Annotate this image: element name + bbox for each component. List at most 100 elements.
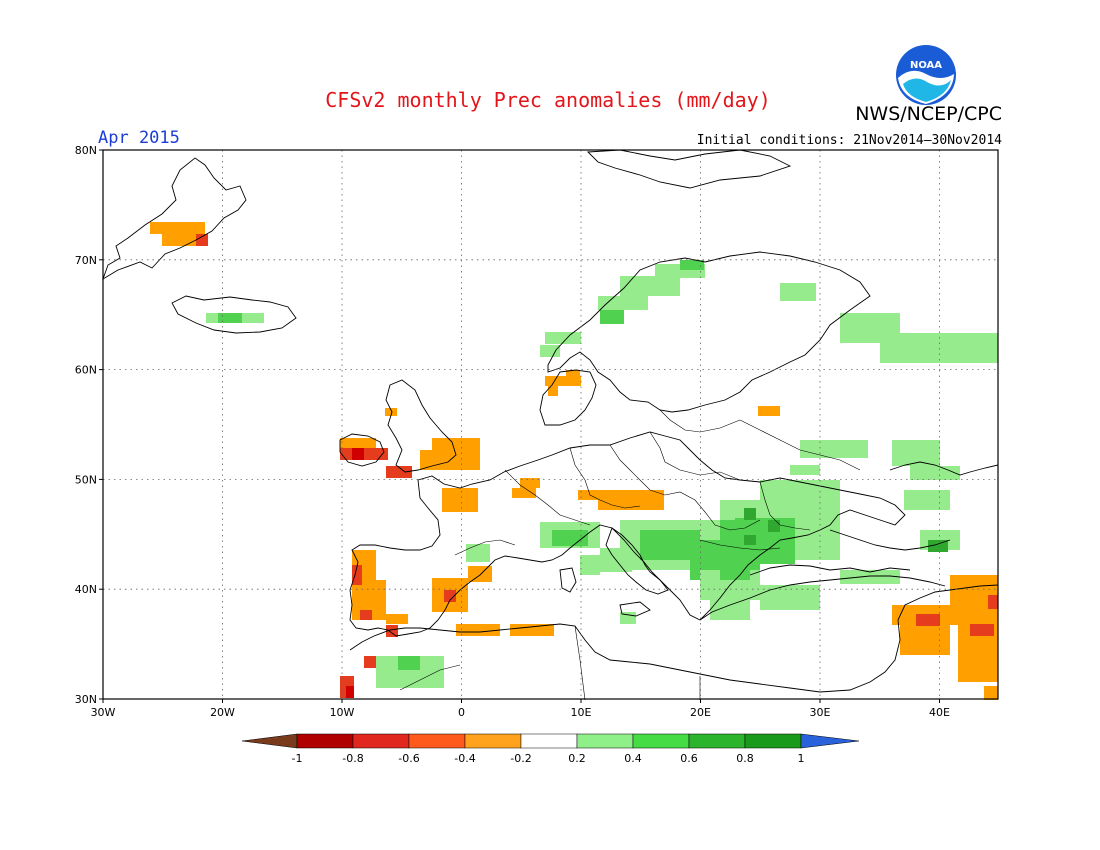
colorbar-segment <box>744 733 802 749</box>
lat-tick-label: 70N <box>75 254 97 267</box>
anomaly-cell <box>386 466 412 478</box>
anomaly-cell <box>916 614 940 626</box>
anomaly-cell <box>904 490 950 510</box>
coastlines <box>102 149 999 693</box>
anomaly-cell <box>442 488 478 512</box>
anomaly-cell <box>566 370 580 380</box>
lat-tick-label: 50N <box>75 473 97 486</box>
colorbar-label: 0.8 <box>736 752 754 765</box>
anomaly-cell <box>510 624 554 636</box>
anomaly-cell <box>800 440 868 458</box>
anomaly-cell <box>352 565 362 585</box>
forecast-month: Apr 2015 <box>98 128 180 148</box>
lon-tick-label: 40E <box>929 706 950 719</box>
colorbar-high-arrow <box>800 733 860 749</box>
anomaly-cell <box>444 590 456 602</box>
anomaly-cell <box>196 234 208 246</box>
colorbar-segment <box>632 733 690 749</box>
anomaly-cell <box>346 686 354 698</box>
anomaly-cell <box>162 234 196 246</box>
lat-tick-label: 80N <box>75 144 97 157</box>
anomaly-cell <box>910 466 960 480</box>
lon-tick-label: 10W <box>330 706 355 719</box>
logo-text: NOAA <box>910 60 942 71</box>
agency-label: NWS/NCEP/CPC <box>855 103 1002 125</box>
lon-tick-label: 30E <box>810 706 831 719</box>
anomaly-cell <box>352 448 364 460</box>
colorbar-label: -1 <box>292 752 303 765</box>
anomaly-cell <box>720 560 750 580</box>
anomaly-cell <box>468 566 492 582</box>
anomaly-cell <box>744 508 756 520</box>
lon-tick-label: 0 <box>458 706 465 719</box>
colorbar: -1 -0.8 -0.6 -0.4 -0.2 0.2 0.4 0.6 0.8 1 <box>241 733 860 765</box>
anomaly-cell <box>376 580 386 620</box>
anomaly-cell <box>758 406 780 416</box>
anomaly-cell <box>364 656 376 668</box>
anomaly-cell <box>545 332 581 344</box>
anomaly-cell <box>598 296 648 310</box>
anomaly-cell <box>988 595 998 609</box>
anomaly-cell <box>892 440 940 466</box>
colorbar-label: -0.8 <box>342 752 363 765</box>
anomaly-cell <box>340 438 376 448</box>
colorbar-segment <box>520 733 578 749</box>
colorbar-label: 0.4 <box>624 752 642 765</box>
lat-tick-label: 60N <box>75 364 97 377</box>
anomaly-cell <box>600 310 624 324</box>
colorbar-segment <box>688 733 746 749</box>
anomaly-cell <box>218 313 242 323</box>
colorbar-label: -0.6 <box>398 752 419 765</box>
anomaly-cell <box>744 535 756 545</box>
anomaly-cell <box>552 530 588 546</box>
anomaly-cell <box>360 610 372 620</box>
anomaly-cell <box>398 656 420 670</box>
colorbar-segment <box>296 733 354 749</box>
noaa-logo-icon: NOAA <box>896 45 956 105</box>
colorbar-label: -0.4 <box>454 752 475 765</box>
axis-labels: 30N 40N 50N 60N 70N 80N 30W 20W 10W 0 10E 20E 30E 40E <box>75 144 950 719</box>
anomaly-cell <box>768 520 780 532</box>
anomaly-cell <box>598 500 664 510</box>
anomaly-cell <box>548 386 558 396</box>
anomaly-cell <box>580 555 600 575</box>
anomaly-cell <box>920 333 998 353</box>
colorbar-label: -0.2 <box>510 752 531 765</box>
country-borders <box>399 409 861 701</box>
lat-tick-label: 40N <box>75 583 97 596</box>
anomaly-cell <box>520 478 540 488</box>
colorbar-segment <box>352 733 410 749</box>
map-frame <box>102 149 999 700</box>
colorbar-label: 0.6 <box>680 752 698 765</box>
colorbar-label: 0.2 <box>568 752 586 765</box>
anomaly-cell <box>780 600 800 610</box>
anomaly-cell <box>780 283 816 301</box>
anomaly-cell <box>466 544 490 562</box>
anomaly-cell <box>150 222 196 234</box>
anomaly-cell <box>512 488 536 498</box>
colorbar-segment <box>464 733 522 749</box>
lon-tick-label: 10E <box>571 706 592 719</box>
anomaly-cell <box>984 686 998 700</box>
anomaly-cell <box>386 625 398 637</box>
initial-conditions: Initial conditions: 21Nov2014–30Nov2014 <box>696 133 1002 148</box>
lon-tick-label: 30W <box>91 706 116 719</box>
colorbar-low-arrow <box>241 733 298 749</box>
anomaly-cell <box>680 260 704 270</box>
anomaly-cell <box>386 614 408 624</box>
lon-tick-label: 20W <box>210 706 235 719</box>
anomaly-cell <box>928 540 948 552</box>
anomaly-cell <box>456 624 500 636</box>
colorbar-label: 1 <box>798 752 805 765</box>
anomaly-cell <box>385 408 397 416</box>
anomaly-cells <box>150 222 998 700</box>
anomaly-cell <box>545 376 581 386</box>
anomaly-cell <box>540 345 560 357</box>
map-grid <box>103 150 998 699</box>
anomaly-cell <box>840 570 900 584</box>
lat-tick-label: 30N <box>75 693 97 706</box>
lon-tick-label: 20E <box>690 706 711 719</box>
colorbar-segment <box>408 733 466 749</box>
anomaly-cell <box>578 490 664 500</box>
